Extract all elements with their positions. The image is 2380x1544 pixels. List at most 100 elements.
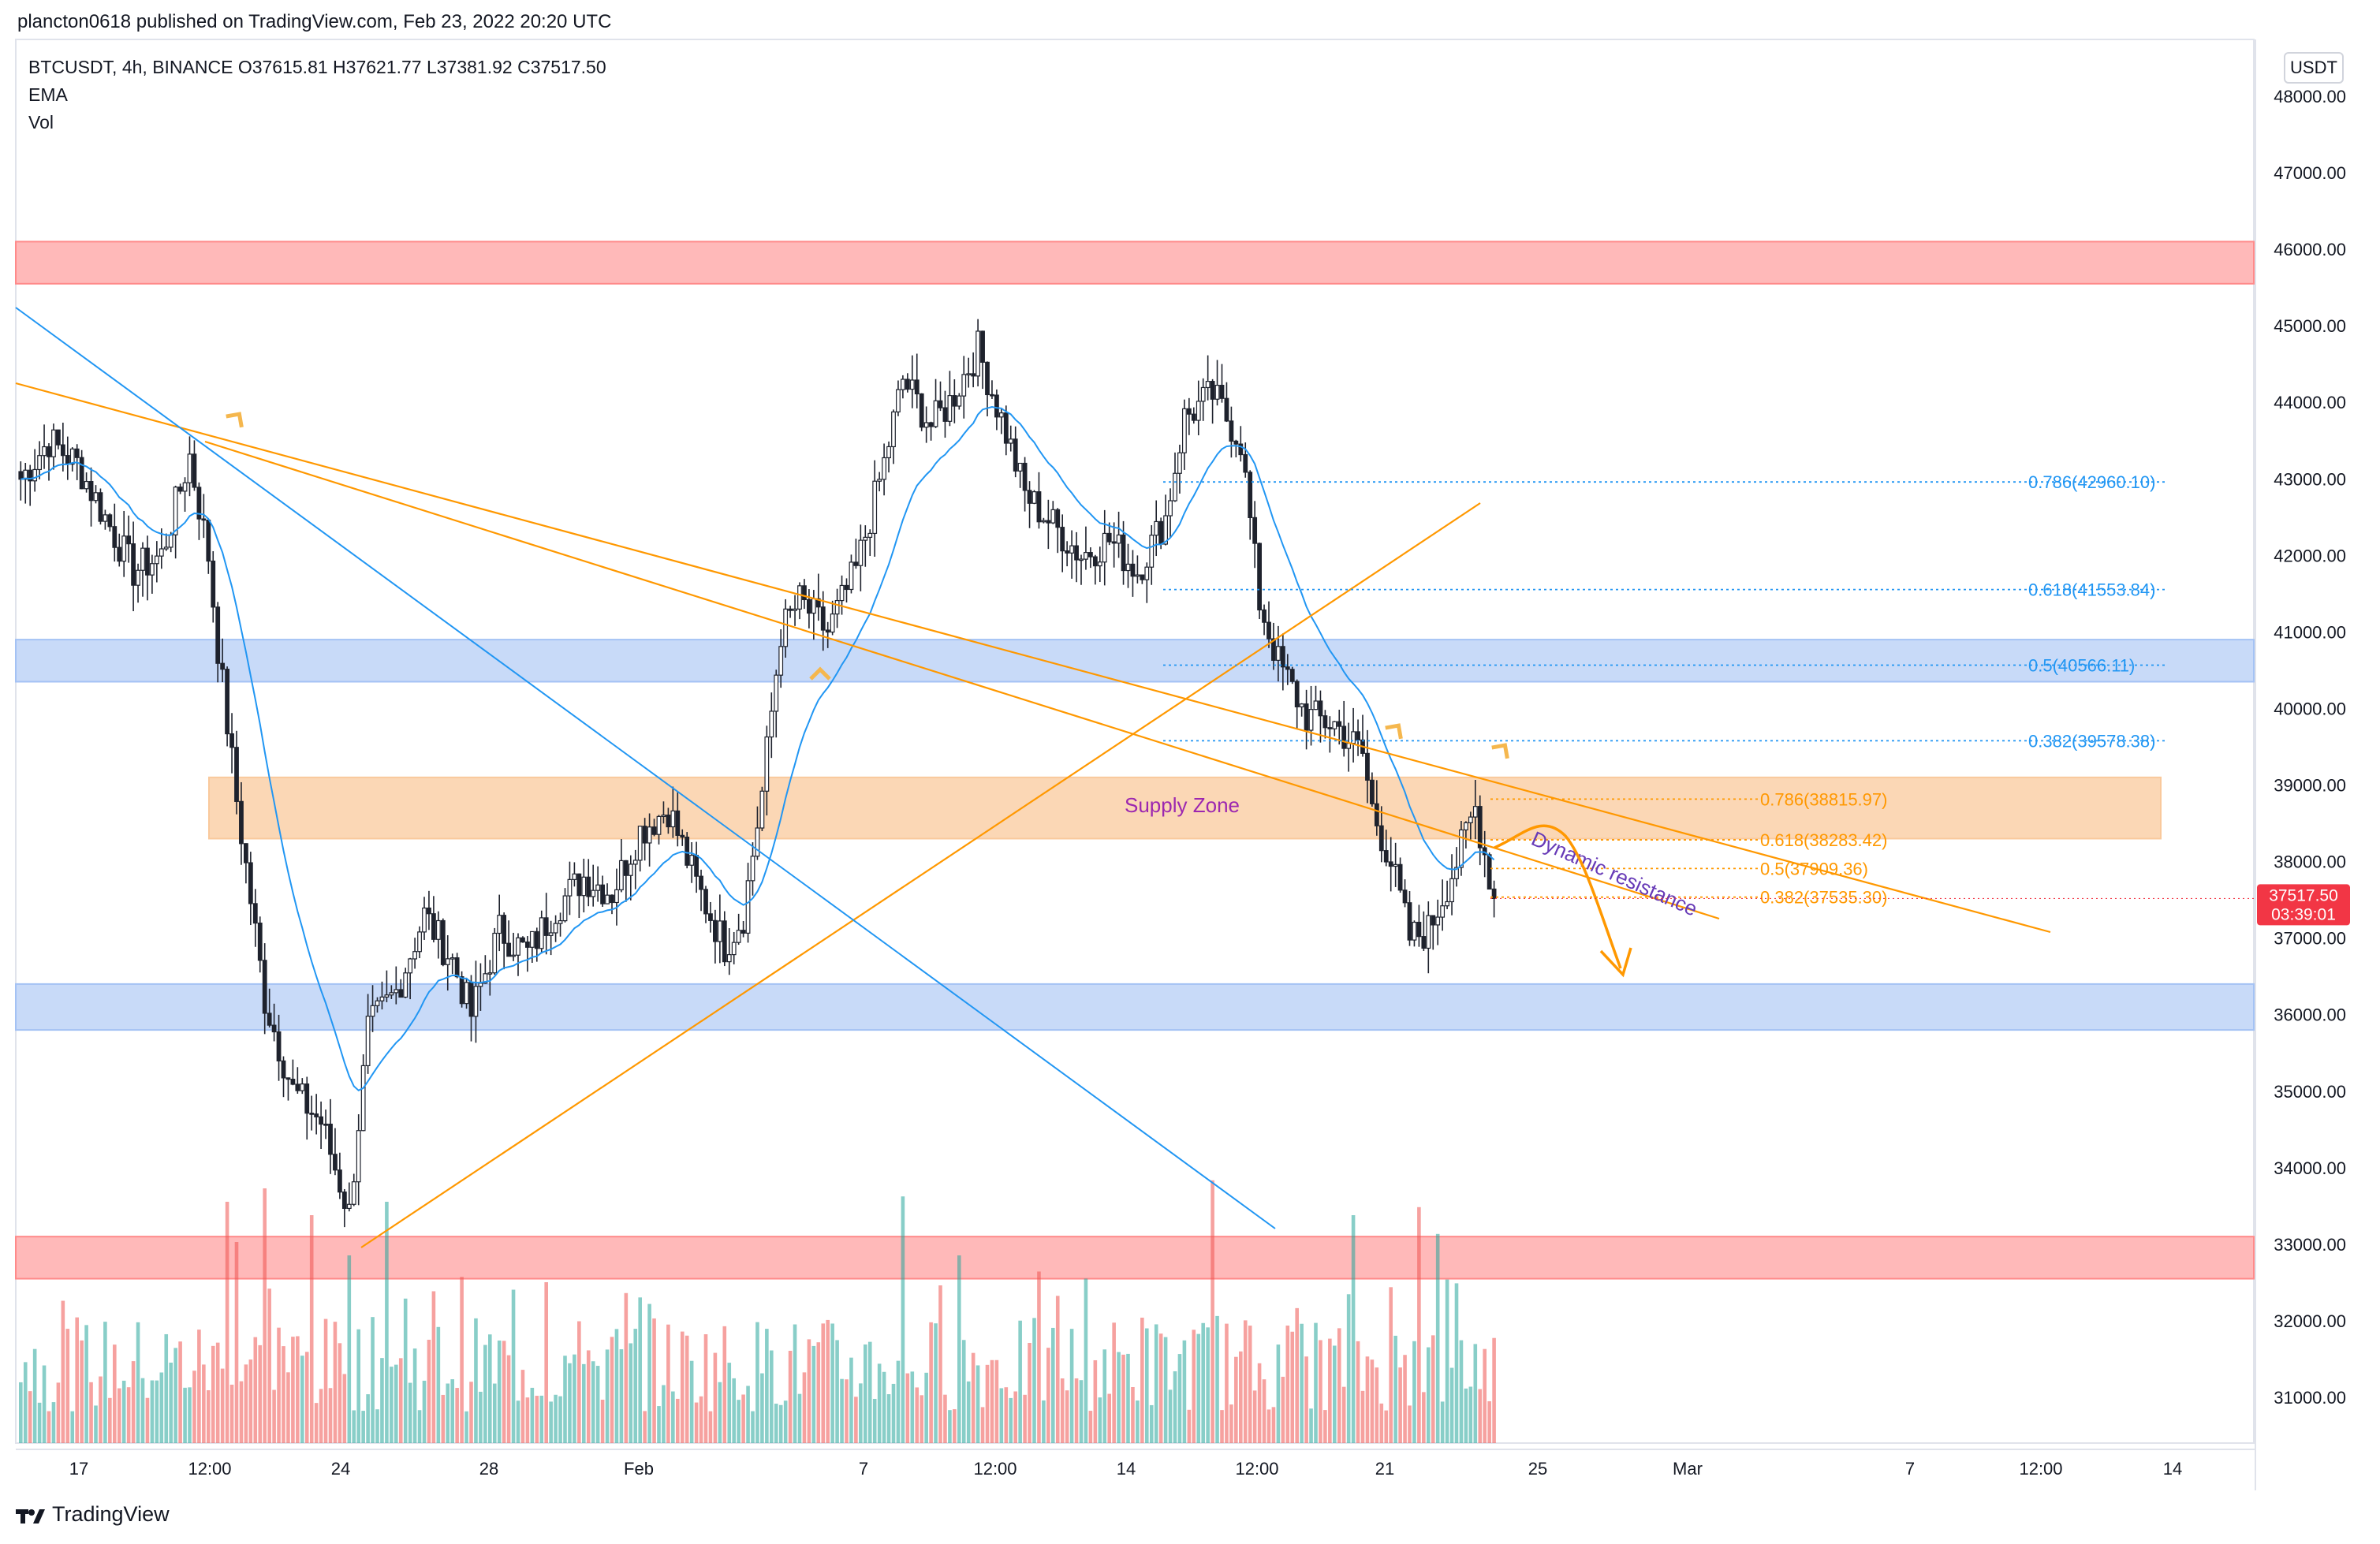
candle-body[interactable] <box>360 1065 366 1132</box>
candle-body[interactable] <box>1308 709 1314 731</box>
candle-body[interactable] <box>74 448 80 458</box>
candle-body[interactable] <box>1097 561 1102 567</box>
candle-body[interactable] <box>464 982 469 1005</box>
candle-body[interactable] <box>1046 520 1051 524</box>
candle-body[interactable] <box>136 569 140 586</box>
last-price-tag[interactable] <box>2257 884 2350 926</box>
candle-body[interactable] <box>1041 520 1046 523</box>
candle-body[interactable] <box>1149 535 1155 568</box>
candle-body[interactable] <box>1397 863 1403 891</box>
candle-body[interactable] <box>1356 731 1360 741</box>
candle-body[interactable] <box>994 394 999 418</box>
candle-body[interactable] <box>412 951 417 960</box>
candle-body[interactable] <box>445 958 450 965</box>
candle-body[interactable] <box>257 923 263 961</box>
candle-body[interactable] <box>225 669 229 735</box>
candle-body[interactable] <box>1214 384 1220 400</box>
candle-body[interactable] <box>1092 556 1098 567</box>
candle-body[interactable] <box>820 606 826 631</box>
candle-body[interactable] <box>834 599 840 615</box>
candle-body[interactable] <box>1426 915 1431 949</box>
candle-body[interactable] <box>825 629 830 633</box>
candle-body[interactable] <box>1393 863 1398 867</box>
candle-body[interactable] <box>1087 552 1093 558</box>
candle-body[interactable] <box>1233 440 1239 445</box>
candle-body[interactable] <box>262 960 267 1014</box>
candle-body[interactable] <box>891 411 896 448</box>
candle-body[interactable] <box>1407 902 1412 941</box>
candle-body[interactable] <box>553 923 558 934</box>
candle-body[interactable] <box>140 547 145 571</box>
candle-body[interactable] <box>309 1113 315 1115</box>
candle-body[interactable] <box>394 989 399 994</box>
candle-body[interactable] <box>173 487 178 535</box>
candle-body[interactable] <box>1248 472 1253 518</box>
candle-body[interactable] <box>18 471 24 480</box>
candle-body[interactable] <box>778 646 784 676</box>
candle-body[interactable] <box>126 535 132 545</box>
candle-body[interactable] <box>51 429 56 457</box>
candle-body[interactable] <box>506 942 511 957</box>
candle-body[interactable] <box>276 1031 282 1062</box>
candle-body[interactable] <box>905 379 910 390</box>
candle-body[interactable] <box>28 469 33 482</box>
candle-body[interactable] <box>853 561 859 566</box>
candle-body[interactable] <box>168 534 173 548</box>
candle-body[interactable] <box>131 543 136 586</box>
candle-body[interactable] <box>769 710 774 738</box>
candle-body[interactable] <box>1388 861 1393 867</box>
candle-body[interactable] <box>375 1000 380 1006</box>
candle-body[interactable] <box>1200 386 1206 402</box>
candle-body[interactable] <box>1111 541 1117 544</box>
candle-body[interactable] <box>990 393 994 397</box>
candle-body[interactable] <box>661 815 666 818</box>
candle-body[interactable] <box>454 957 460 978</box>
candle-body[interactable] <box>1013 438 1018 472</box>
candle-body[interactable] <box>1285 666 1290 670</box>
candle-body[interactable] <box>1191 413 1196 421</box>
candle-body[interactable] <box>37 455 42 471</box>
candle-body[interactable] <box>998 412 1004 418</box>
candle-body[interactable] <box>177 487 183 492</box>
candle-body[interactable] <box>539 917 544 949</box>
volume-indicator-label[interactable]: Vol <box>28 112 54 132</box>
candle-body[interactable] <box>976 330 981 377</box>
candle-body[interactable] <box>422 907 427 933</box>
candle-body[interactable] <box>1262 609 1266 623</box>
candle-body[interactable] <box>1210 381 1215 400</box>
candle-body[interactable] <box>234 747 239 802</box>
candle-body[interactable] <box>610 894 614 904</box>
candle-body[interactable] <box>1378 825 1384 852</box>
candle-body[interactable] <box>215 606 221 664</box>
candle-body[interactable] <box>1463 822 1468 831</box>
candle-body[interactable] <box>600 884 605 904</box>
candle-body[interactable] <box>811 598 816 614</box>
candle-body[interactable] <box>755 827 760 857</box>
candle-body[interactable] <box>220 662 226 670</box>
candle-body[interactable] <box>1186 408 1192 415</box>
candle-body[interactable] <box>815 598 821 608</box>
candle-body[interactable] <box>365 1016 371 1067</box>
candle-body[interactable] <box>783 608 789 647</box>
candle-body[interactable] <box>1173 472 1177 502</box>
candle-body[interactable] <box>1487 854 1492 890</box>
candle-body[interactable] <box>229 733 234 748</box>
candle-body[interactable] <box>1318 700 1323 717</box>
candle-body[interactable] <box>55 429 61 446</box>
candle-body[interactable] <box>502 915 507 944</box>
candle-body[interactable] <box>516 937 520 956</box>
candle-body[interactable] <box>605 894 610 904</box>
candle-body[interactable] <box>112 526 118 548</box>
candle-body[interactable] <box>614 889 619 904</box>
candle-body[interactable] <box>379 996 385 1001</box>
candle-body[interactable] <box>417 931 422 953</box>
candle-body[interactable] <box>1431 915 1436 926</box>
candle-body[interactable] <box>1069 545 1075 554</box>
candle-body[interactable] <box>1116 534 1121 544</box>
candle-body[interactable] <box>206 519 211 562</box>
candle-body[interactable] <box>722 920 727 963</box>
candle-body[interactable] <box>985 361 990 396</box>
candle-body[interactable] <box>882 457 887 480</box>
candle-body[interactable] <box>248 862 253 904</box>
candle-body[interactable] <box>651 826 657 835</box>
